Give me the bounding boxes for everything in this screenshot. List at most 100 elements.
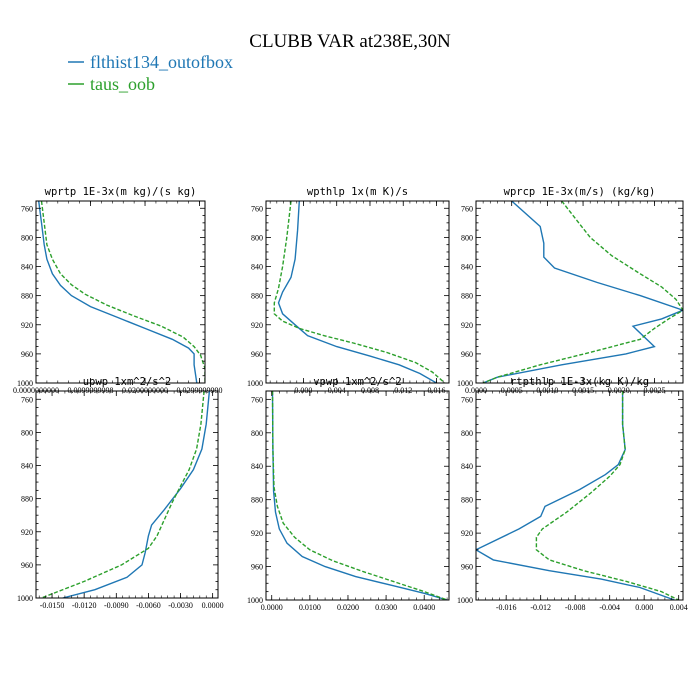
- x-tick-label: 0.000: [635, 603, 653, 612]
- x-tick-label: -0.0060: [136, 601, 161, 610]
- y-tick-label: 800: [251, 429, 263, 438]
- series-line-flthist134-outofbox: [277, 201, 437, 383]
- series-line-flthist134-outofbox: [271, 391, 448, 600]
- x-tick-label: 0.0400: [413, 603, 435, 612]
- y-tick-label: 880: [251, 496, 263, 505]
- panel-title: wprcp 1E-3x(m/s) (kg/kg): [504, 186, 656, 198]
- y-tick-label: 920: [251, 529, 263, 538]
- y-tick-label: 760: [21, 204, 33, 213]
- series-group: [273, 201, 446, 383]
- y-tick-label: 960: [21, 561, 33, 570]
- axis-frame: [35, 200, 206, 384]
- series-line-taus-oob: [271, 391, 448, 600]
- y-tick-label: 960: [461, 350, 473, 359]
- y-tick-label: 840: [21, 263, 33, 272]
- y-tick-label: 800: [461, 429, 473, 438]
- series-line-taus-oob: [41, 391, 205, 598]
- y-tick-label: 880: [461, 496, 473, 505]
- y-tick-label: 840: [461, 263, 473, 272]
- y-tick-label: 800: [21, 233, 33, 242]
- series-group: [271, 391, 448, 600]
- series-group: [476, 391, 680, 600]
- y-tick-label: 760: [461, 204, 473, 213]
- y-tick-label: 960: [251, 350, 263, 359]
- y-tick-label: 800: [251, 233, 263, 242]
- panel-title: rtpthlp 1E-3x(kg K)/kg: [510, 376, 649, 388]
- x-tick-label: 0.0200: [337, 603, 359, 612]
- y-tick-label: 920: [461, 321, 473, 330]
- y-tick-label: 960: [251, 563, 263, 572]
- y-tick-label: 880: [251, 292, 263, 301]
- panel-title: wpthlp 1x(m K)/s: [307, 186, 408, 198]
- series-group: [41, 391, 211, 598]
- chart-panel-6: rtpthlp 1E-3x(kg K)/kg 760 800 840 880 920 960…: [457, 376, 688, 612]
- y-tick-label: 960: [461, 563, 473, 572]
- y-tick-label: 840: [251, 263, 263, 272]
- panel-title: upwp 1xm^2/s^2: [83, 376, 172, 388]
- y-tick-label: 760: [21, 395, 33, 404]
- y-tick-label: 840: [251, 462, 263, 471]
- x-tick-label: -0.0120: [72, 601, 97, 610]
- y-tick-label: 880: [21, 292, 33, 301]
- y-tick-label: 760: [461, 395, 473, 404]
- axis-frame: [265, 200, 450, 384]
- y-tick-label: 1000: [17, 594, 33, 603]
- x-tick-label: 0.0300: [375, 603, 397, 612]
- y-tick-label: 920: [461, 529, 473, 538]
- y-tick-label: 880: [21, 495, 33, 504]
- y-tick-label: 800: [21, 428, 33, 437]
- y-tick-label: 880: [461, 292, 473, 301]
- x-tick-label: -0.004: [599, 603, 620, 612]
- legend-label-flthist134-outofbox: flthist134_outofbox: [90, 52, 233, 72]
- y-tick-label: 960: [21, 350, 33, 359]
- y-tick-label: 920: [21, 321, 33, 330]
- x-tick-label: 0.0000: [261, 603, 283, 612]
- x-tick-label: -0.0030: [168, 601, 193, 610]
- chart-panel-3: wprcp 1E-3x(m/s) (kg/kg) 760 800 840 880 920 9…: [457, 186, 684, 395]
- series-line-taus-oob: [535, 391, 680, 600]
- series-group: [38, 201, 205, 383]
- x-tick-label: -0.012: [530, 603, 551, 612]
- series-line-taus-oob: [482, 201, 683, 383]
- series-line-flthist134-outofbox: [476, 391, 675, 600]
- y-tick-label: 1000: [247, 596, 263, 605]
- y-tick-label: 920: [21, 528, 33, 537]
- axis-frame: [265, 390, 450, 601]
- y-tick-label: 1000: [457, 379, 473, 388]
- panel-title: vpwp 1xm^2/s^2: [313, 376, 402, 388]
- y-tick-label: 800: [461, 233, 473, 242]
- series-group: [482, 201, 683, 383]
- figure-title: CLUBB VAR at238E,30N: [249, 31, 451, 52]
- chart-panel-1: wprtp 1E-3x(m kg)/(s kg) 760 800 840 880 920 9…: [13, 186, 223, 395]
- y-tick-label: 840: [21, 462, 33, 471]
- x-tick-label: 0.0100: [299, 603, 321, 612]
- axis-frame: [35, 390, 219, 599]
- series-line-taus-oob: [40, 201, 205, 383]
- legend: flthist134_outofbox taus_oob: [68, 52, 233, 94]
- chart-panel-4: upwp 1xm^2/s^2 760 800 840 880 920 960 1000 -0.0…: [17, 376, 224, 610]
- y-tick-label: 1000: [247, 379, 263, 388]
- chart-panel-2: wpthlp 1x(m K)/s76080084088092096010000.…: [247, 186, 450, 395]
- series-line-flthist134-outofbox: [38, 201, 198, 383]
- series-line-flthist134-outofbox: [482, 201, 683, 383]
- y-tick-label: 1000: [17, 379, 33, 388]
- y-tick-label: 1000: [457, 596, 473, 605]
- legend-label-taus-oob: taus_oob: [90, 74, 155, 94]
- chart-panels: wprtp 1E-3x(m kg)/(s kg) 760 800 840 880 920 9…: [13, 186, 688, 612]
- series-line-flthist134-outofbox: [62, 391, 211, 598]
- axis-frame: [475, 390, 684, 601]
- y-tick-label: 840: [461, 462, 473, 471]
- x-tick-label: 0.004: [670, 603, 688, 612]
- y-tick-label: 760: [251, 204, 263, 213]
- panel-title: wprtp 1E-3x(m kg)/(s kg): [45, 186, 197, 198]
- x-tick-label: 0.0000: [202, 601, 224, 610]
- x-tick-label: -0.016: [496, 603, 517, 612]
- x-tick-label: -0.008: [565, 603, 586, 612]
- y-tick-label: 920: [251, 321, 263, 330]
- x-tick-label: -0.0090: [104, 601, 129, 610]
- chart-panel-5: vpwp 1xm^2/s^276080084088092096010000.00…: [247, 376, 450, 612]
- x-tick-label: -0.0150: [40, 601, 65, 610]
- series-line-taus-oob: [273, 201, 446, 383]
- axis-frame: [475, 200, 684, 384]
